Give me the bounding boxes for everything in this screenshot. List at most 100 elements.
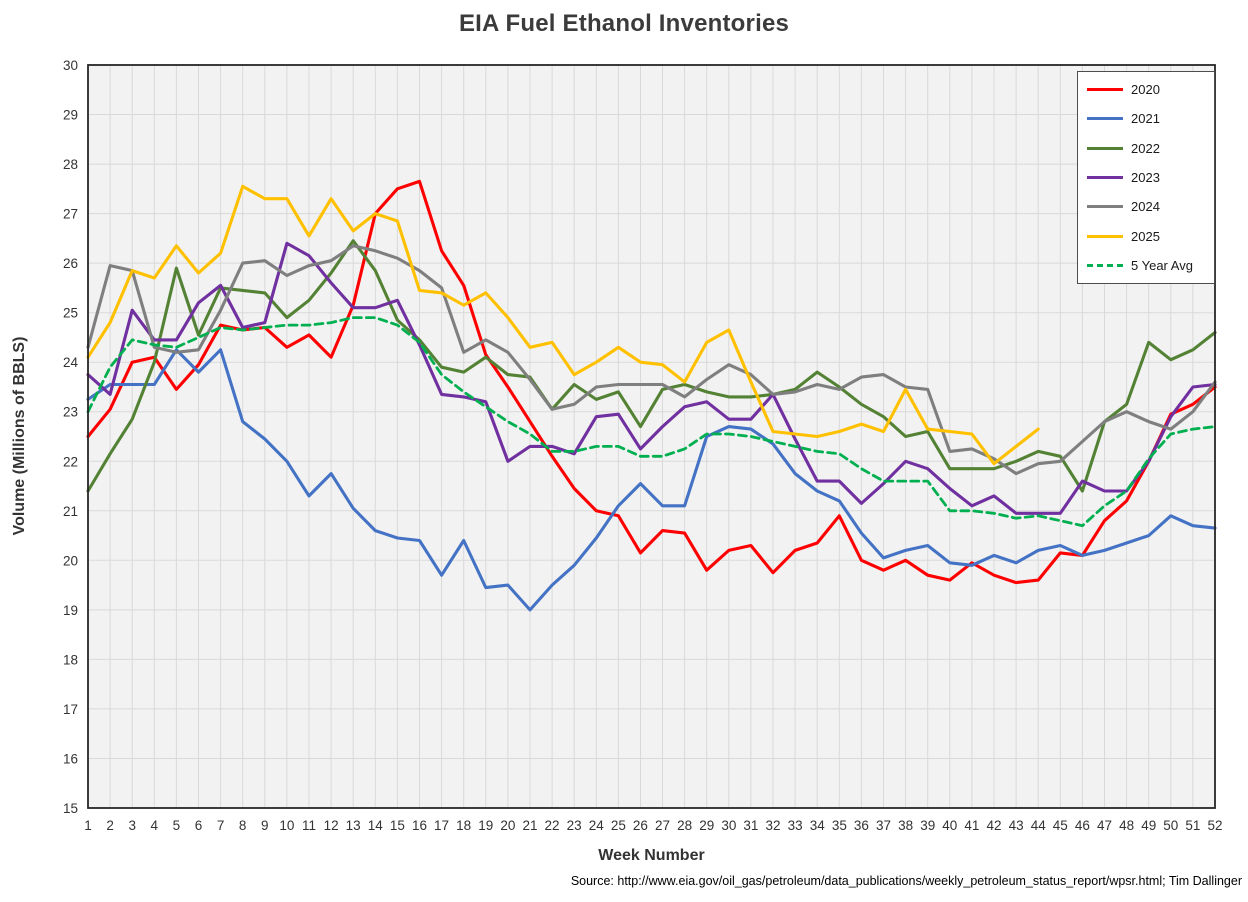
x-axis-tick-16: 16 xyxy=(412,818,427,833)
x-axis-tick-28: 28 xyxy=(677,818,692,833)
x-axis-tick-24: 24 xyxy=(589,818,605,833)
legend-label: 2025 xyxy=(1131,228,1160,244)
legend-label: 2022 xyxy=(1131,140,1160,156)
x-axis-tick-10: 10 xyxy=(279,818,294,833)
x-axis-tick-1: 1 xyxy=(84,818,92,833)
x-axis-tick-25: 25 xyxy=(611,818,626,833)
legend-item-2020: 2020 xyxy=(1087,82,1205,97)
x-axis-tick-49: 49 xyxy=(1141,818,1156,833)
legend-item-2025: 2025 xyxy=(1087,229,1205,244)
x-axis-tick-20: 20 xyxy=(500,818,515,833)
legend-label: 2020 xyxy=(1131,82,1160,97)
source-note: Source: http://www.eia.gov/oil_gas/petro… xyxy=(570,874,1242,888)
legend-swatch-2022 xyxy=(1087,146,1123,150)
x-axis-tick-43: 43 xyxy=(1009,818,1024,833)
legend-swatch-2024 xyxy=(1087,205,1123,209)
x-axis-tick-3: 3 xyxy=(128,818,136,833)
x-axis-tick-2: 2 xyxy=(106,818,114,833)
legend-label: 2023 xyxy=(1131,169,1160,185)
x-axis-tick-4: 4 xyxy=(151,818,159,833)
legend-swatch-2025 xyxy=(1087,234,1123,238)
x-axis-tick-19: 19 xyxy=(478,818,493,833)
x-axis-tick-37: 37 xyxy=(876,818,891,833)
series-line-2025 xyxy=(86,184,1040,466)
y-axis-tick-27: 27 xyxy=(63,207,78,222)
series-line-5-year-avg xyxy=(86,316,1217,528)
y-axis-tick-16: 16 xyxy=(63,751,78,766)
x-axis-tick-15: 15 xyxy=(390,818,405,833)
chart-legend: 2020 2021 2022 2023 2024 2025 5 Year Avg xyxy=(1077,71,1215,284)
x-axis-tick-26: 26 xyxy=(633,818,648,833)
y-axis-tick-25: 25 xyxy=(63,306,78,321)
x-axis-tick-51: 51 xyxy=(1185,818,1200,833)
x-axis-tick-48: 48 xyxy=(1119,818,1134,833)
legend-item-2023: 2023 xyxy=(1087,170,1205,185)
x-axis-tick-35: 35 xyxy=(832,818,847,833)
legend-item-2024: 2024 xyxy=(1087,199,1205,214)
y-axis-title: Volume (Millions of BBLS) xyxy=(11,336,28,536)
legend-swatch-5-year-avg xyxy=(1087,263,1123,267)
x-axis-tick-50: 50 xyxy=(1163,818,1178,833)
legend-label: 5 Year Avg xyxy=(1131,257,1193,273)
legend-label: 2021 xyxy=(1131,111,1160,127)
y-axis-tick-17: 17 xyxy=(63,702,78,717)
x-axis-tick-36: 36 xyxy=(854,818,869,833)
x-axis-tick-40: 40 xyxy=(942,818,957,833)
x-axis-tick-5: 5 xyxy=(173,818,181,833)
y-axis-tick-19: 19 xyxy=(63,603,78,618)
series-line-2022 xyxy=(86,239,1217,493)
y-axis-tick-18: 18 xyxy=(63,652,78,667)
plot-border xyxy=(87,64,1216,809)
x-axis-tick-6: 6 xyxy=(195,818,203,833)
y-axis-tick-30: 30 xyxy=(63,58,78,73)
x-axis-tick-33: 33 xyxy=(788,818,803,833)
y-axis-tick-28: 28 xyxy=(63,157,78,172)
legend-item-2022: 2022 xyxy=(1087,141,1205,156)
legend-swatch-2020 xyxy=(1087,88,1123,91)
legend-swatch-2021 xyxy=(1087,117,1123,121)
series-line-2024 xyxy=(86,244,1217,476)
x-axis-tick-22: 22 xyxy=(545,818,560,833)
legend-swatch-2023 xyxy=(1087,175,1123,179)
y-axis-tick-20: 20 xyxy=(63,553,78,568)
y-axis-tick-29: 29 xyxy=(63,108,78,123)
y-axis-tick-26: 26 xyxy=(63,256,78,271)
x-axis-tick-13: 13 xyxy=(346,818,361,833)
x-axis-tick-34: 34 xyxy=(810,818,826,833)
x-axis-tick-32: 32 xyxy=(766,818,781,833)
x-axis-tick-11: 11 xyxy=(302,818,316,833)
x-axis-tick-8: 8 xyxy=(239,818,247,833)
x-axis-tick-18: 18 xyxy=(456,818,471,833)
x-axis-tick-30: 30 xyxy=(721,818,736,833)
x-axis-tick-14: 14 xyxy=(368,818,384,833)
x-axis-tick-38: 38 xyxy=(898,818,913,833)
x-axis-tick-52: 52 xyxy=(1207,818,1222,833)
x-axis-tick-31: 31 xyxy=(743,818,758,833)
x-axis-tick-46: 46 xyxy=(1075,818,1090,833)
legend-item-5-year-avg: 5 Year Avg xyxy=(1087,258,1205,273)
x-axis-title: Week Number xyxy=(598,847,705,864)
x-axis-tick-7: 7 xyxy=(217,818,225,833)
legend-item-2021: 2021 xyxy=(1087,111,1205,126)
x-axis-tick-23: 23 xyxy=(567,818,582,833)
x-axis-tick-17: 17 xyxy=(434,818,449,833)
series-line-2020 xyxy=(86,179,1217,585)
y-axis-tick-23: 23 xyxy=(63,405,78,420)
chart-title: EIA Fuel Ethanol Inventories xyxy=(458,10,790,37)
y-axis-tick-15: 15 xyxy=(63,801,78,816)
x-axis-tick-44: 44 xyxy=(1031,818,1047,833)
legend-label: 2024 xyxy=(1131,199,1160,215)
x-axis-tick-27: 27 xyxy=(655,818,670,833)
x-axis-tick-39: 39 xyxy=(920,818,935,833)
x-axis-tick-42: 42 xyxy=(987,818,1002,833)
y-axis-tick-24: 24 xyxy=(63,355,79,370)
x-axis-tick-41: 41 xyxy=(964,818,979,833)
x-axis-tick-12: 12 xyxy=(324,818,339,833)
x-axis-tick-21: 21 xyxy=(522,818,537,833)
y-axis-tick-22: 22 xyxy=(63,454,78,469)
x-axis-tick-45: 45 xyxy=(1053,818,1068,833)
y-axis-tick-21: 21 xyxy=(63,504,78,519)
series-line-2023 xyxy=(86,241,1217,515)
